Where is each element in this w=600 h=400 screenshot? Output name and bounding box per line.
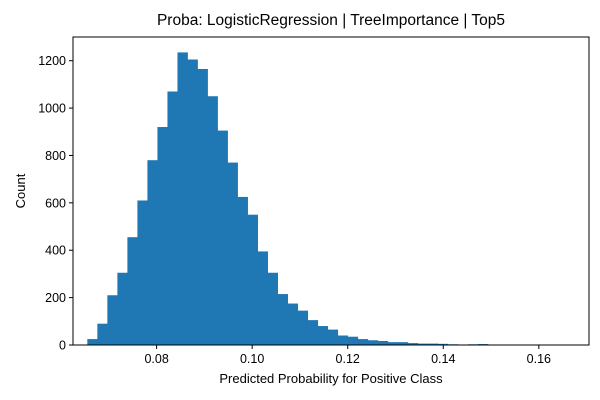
- histogram-bar: [327, 329, 339, 345]
- histogram-bar: [107, 295, 118, 345]
- x-axis-ticks: 0.08 0.10 0.12 0.14 0.16: [144, 345, 551, 366]
- histogram-bar: [157, 127, 168, 345]
- histogram-bar: [427, 343, 439, 345]
- histogram-bar: [367, 340, 379, 345]
- y-tick-label: 1000: [38, 102, 66, 116]
- histogram-bar: [397, 342, 409, 345]
- histogram-bar: [347, 336, 359, 345]
- histogram-bar: [287, 303, 299, 345]
- chart-title: Proba: LogisticRegression | TreeImportan…: [157, 12, 505, 29]
- histogram-bar: [97, 323, 108, 345]
- x-tick-label: 0.08: [144, 352, 168, 366]
- histogram-bar: [187, 59, 198, 345]
- histogram-bar: [197, 68, 208, 345]
- histogram-bar: [417, 343, 429, 345]
- histogram-bar: [277, 294, 289, 345]
- histogram-bar: [307, 320, 319, 345]
- x-axis-label: Predicted Probability for Positive Class: [219, 371, 443, 386]
- x-tick-label: 0.12: [336, 352, 360, 366]
- y-tick-label: 200: [45, 291, 66, 305]
- y-axis-ticks: 0 200 400 600 800 1000 1200: [38, 54, 73, 353]
- histogram-bar: [217, 130, 228, 345]
- histogram-bar: [87, 339, 98, 345]
- histogram-bar: [127, 237, 138, 345]
- histogram-bar: [337, 335, 349, 345]
- plot-frame: [72, 36, 590, 346]
- x-tick-label: 0.14: [431, 352, 455, 366]
- y-tick-label: 400: [45, 244, 66, 258]
- histogram-bar: [237, 196, 248, 345]
- histogram-bar: [357, 339, 369, 345]
- x-tick-label: 0.10: [240, 352, 264, 366]
- histogram-bars: [87, 52, 589, 346]
- histogram-bar: [207, 96, 218, 345]
- histogram-bar: [297, 310, 309, 345]
- y-tick-label: 600: [45, 196, 66, 210]
- y-tick-label: 1200: [38, 54, 66, 68]
- x-tick-label: 0.16: [527, 352, 551, 366]
- histogram-bar: [257, 251, 268, 345]
- histogram-bar: [407, 343, 419, 345]
- y-tick-label: 0: [59, 339, 66, 353]
- y-axis-label: Count: [13, 173, 28, 208]
- histogram-bar: [137, 200, 148, 345]
- histogram-bar: [147, 160, 158, 345]
- histogram-bar: [377, 340, 389, 345]
- histogram-bar: [267, 272, 278, 345]
- histogram-bar: [437, 343, 449, 345]
- histogram-bar: [167, 91, 178, 346]
- histogram-bar: [387, 342, 399, 345]
- histogram-bar: [117, 272, 128, 345]
- y-tick-label: 800: [45, 149, 66, 163]
- histogram-bar: [227, 162, 238, 345]
- histogram-bar: [177, 52, 188, 346]
- histogram-bar: [317, 326, 329, 345]
- histogram-bar: [247, 214, 258, 345]
